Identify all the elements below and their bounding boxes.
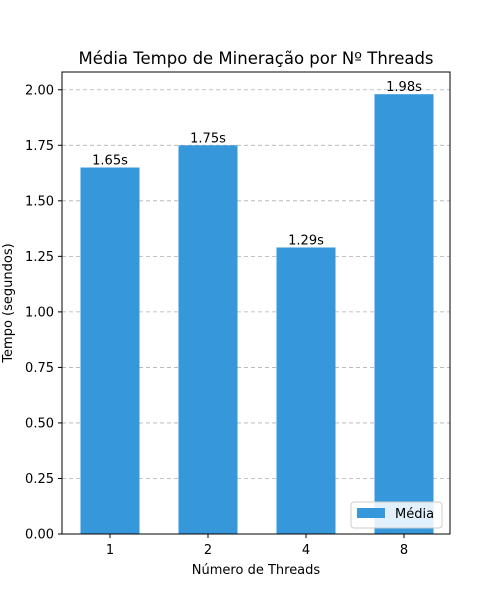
bar-value-label: 1.75s	[190, 131, 226, 146]
y-tick-label: 0.25	[25, 472, 54, 487]
x-tick-label: 1	[106, 543, 114, 558]
y-tick-label: 1.75	[25, 139, 54, 154]
x-tick-label: 8	[400, 543, 408, 558]
y-tick-label: 1.00	[25, 305, 54, 320]
x-axis: 1 2 4 8	[106, 534, 408, 558]
x-tick-label: 2	[204, 543, 212, 558]
legend: Média	[350, 501, 443, 529]
bars	[80, 94, 434, 534]
bar-value-label: 1.65s	[92, 154, 128, 169]
y-tick-label: 0.50	[25, 416, 54, 431]
y-axis: 0.00 0.25 0.50 0.75 1.00 1.25 1.50 1.75 2.00	[25, 83, 62, 543]
bar-4	[276, 247, 336, 534]
chart-title: Média Tempo de Mineração por Nº Threads	[78, 49, 433, 68]
legend-entry-media: Média	[395, 507, 434, 522]
y-tick-label: 1.50	[25, 194, 54, 209]
bar-value-label: 1.29s	[288, 233, 324, 248]
y-tick-label: 0.75	[25, 361, 54, 376]
y-tick-label: 0.00	[25, 528, 54, 543]
bar-2	[178, 145, 238, 534]
legend-swatch	[357, 508, 385, 518]
y-tick-label: 2.00	[25, 83, 54, 98]
y-axis-label: Tempo (segundos)	[1, 243, 16, 363]
bar-value-labels: 1.65s 1.75s 1.29s 1.98s	[92, 80, 422, 248]
x-tick-label: 4	[302, 543, 310, 558]
bar-8	[374, 94, 434, 534]
y-tick-label: 1.25	[25, 250, 54, 265]
plot-frame	[61, 71, 451, 535]
x-axis-label: Número de Threads	[192, 563, 321, 578]
bar-1	[80, 167, 140, 534]
bar-value-label: 1.98s	[386, 80, 422, 95]
